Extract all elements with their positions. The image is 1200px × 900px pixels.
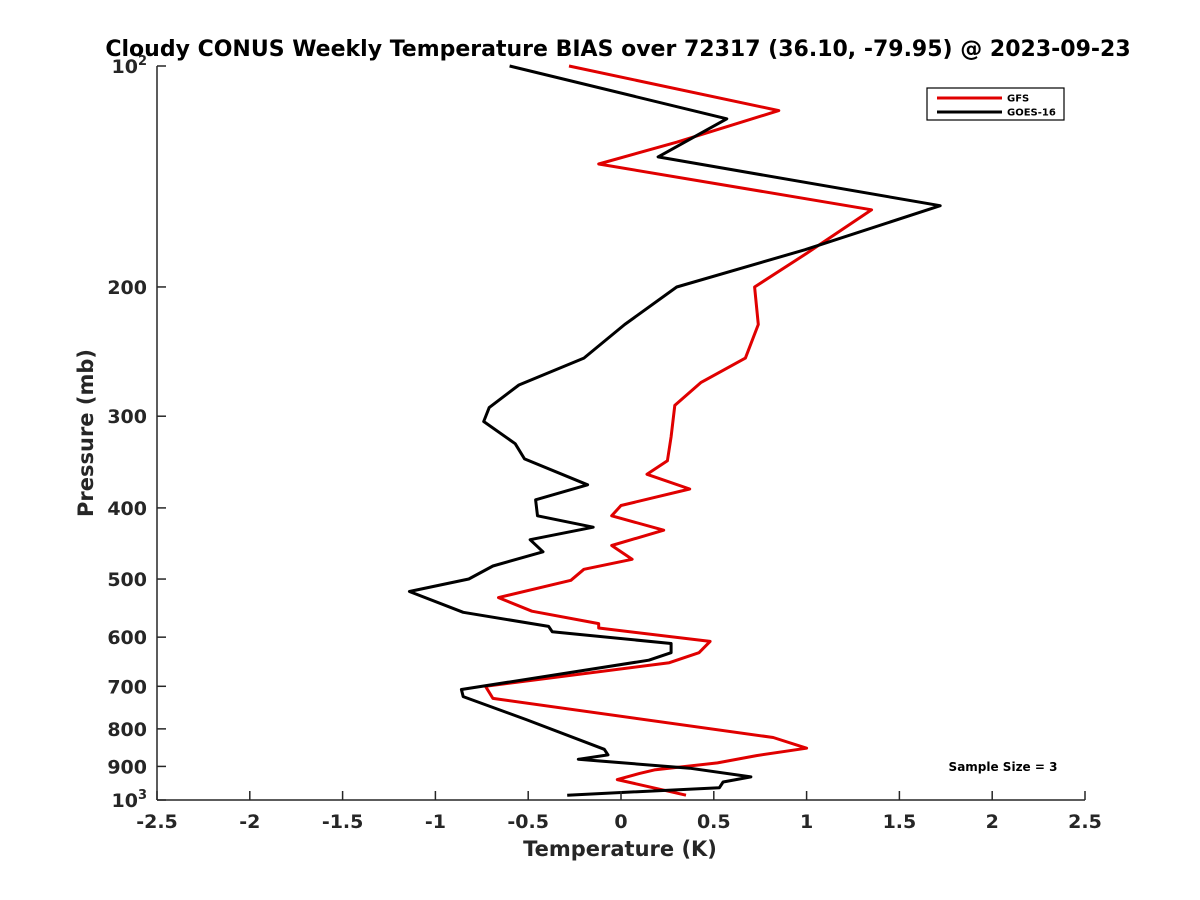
y-tick-label: 200 <box>107 277 147 299</box>
x-tick-label: -2.5 <box>136 811 178 833</box>
legend-box <box>926 87 1065 121</box>
y-tick-label: 400 <box>107 498 147 520</box>
x-axis-label: Temperature (K) <box>523 837 717 861</box>
legend-entries: GFS GOES-16 <box>937 94 1056 119</box>
x-tick-label: -0.5 <box>507 811 549 833</box>
legend-label-gfs: GFS <box>1007 94 1029 105</box>
x-tick-label: 2 <box>986 811 999 833</box>
x-tick-label: 1.5 <box>883 811 917 833</box>
x-ticks: -2.5 -2 -1.5 -1 -0.5 0 0.5 1 1.5 2 2.5 <box>136 791 1102 833</box>
sample-size-annotation: Sample Size = 3 <box>949 760 1058 774</box>
x-tick-label: 0.5 <box>697 811 731 833</box>
x-tick-label: 2.5 <box>1068 811 1102 833</box>
y-tick-label: 800 <box>107 719 147 741</box>
x-tick-label: -2 <box>239 811 260 833</box>
y-tick-label: 600 <box>107 627 147 649</box>
x-tick-label: -1.5 <box>322 811 364 833</box>
y-tick-label: 300 <box>107 406 147 428</box>
x-tick-label: 1 <box>800 811 813 833</box>
y-tick-label: 900 <box>107 756 147 778</box>
y-tick-label: 700 <box>107 676 147 698</box>
legend: GFS GOES-16 <box>926 87 1065 121</box>
series-line-goes-16 <box>407 64 942 797</box>
chart-title: Cloudy CONUS Weekly Temperature BIAS ove… <box>105 37 1130 62</box>
y-tick-label: 500 <box>107 569 147 591</box>
plot-lines <box>407 64 942 797</box>
x-tick-label: 0 <box>614 811 627 833</box>
legend-label-goes-16: GOES-16 <box>1007 108 1056 119</box>
axes <box>156 66 1085 801</box>
series-line-gfs <box>484 64 874 797</box>
y-tick-label: 103 <box>112 788 148 812</box>
y-tick-label: 102 <box>112 54 148 78</box>
x-tick-label: -1 <box>425 811 446 833</box>
y-axis-label: Pressure (mb) <box>74 349 98 517</box>
y-ticks: 102 200 300 400 500 600 700 800 900 103 <box>107 54 166 812</box>
